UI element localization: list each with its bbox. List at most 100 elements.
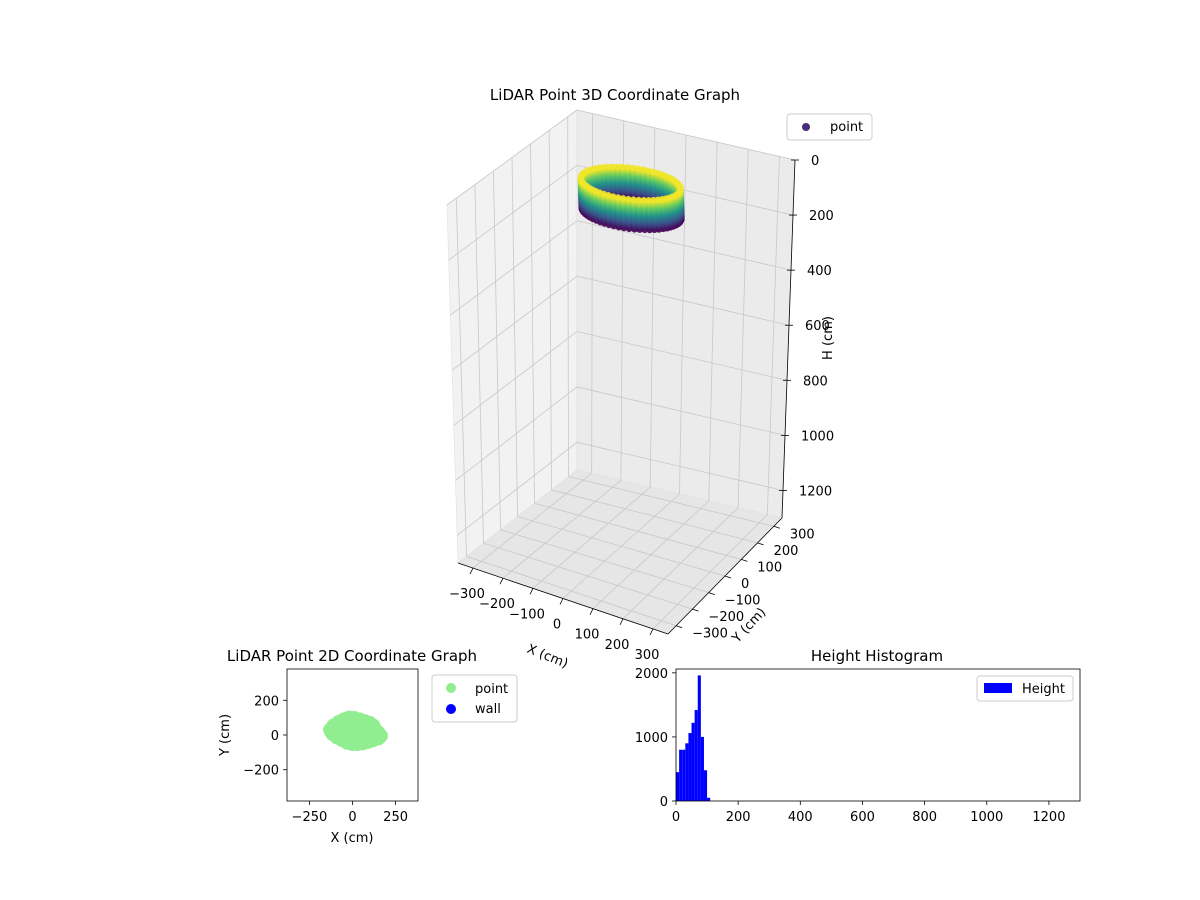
chart-3d: LiDAR Point 3D Coordinate Graph 0 200 400 6… [446,86,873,672]
y-tick-mark [708,592,715,595]
y-tick-label: −300 [692,627,728,642]
y-tick-mark [757,542,764,546]
y-tick-label: 300 [790,527,815,542]
legend-2d-marker-point [446,683,456,693]
x-tick-mark [469,567,474,575]
scatter-2d [323,710,388,752]
x-tick-label: −200 [479,597,515,612]
cloud-point [635,165,642,172]
legend-2d-label-point: point [475,682,508,697]
y-tick-label: −200 [708,610,744,625]
x-tick-mark [529,588,534,595]
chart-2d: LiDAR Point 2D Coordinate Graph −250 0 250… [218,647,518,846]
x-tick-label-hist: 1000 [970,810,1003,825]
cloud-point [624,164,631,171]
grid-line-y-left [511,157,518,517]
x-tick-label: 0 [553,618,561,633]
grid-line-z-left [453,331,578,426]
x-tick-mark [589,608,594,615]
z-axis-label-3d: H (cm) [821,316,836,360]
histogram-bar [691,722,695,801]
grid-line-z-back [576,109,796,161]
grid-line-z-left [448,165,578,261]
y-tick-mark [741,559,748,562]
grid-line-x-floor [592,500,710,609]
cloud-point [629,164,637,172]
x-tick-mark [619,618,624,625]
grid-line-y-floor [517,516,726,577]
histogram-bar [676,772,680,801]
grid-line-x-back [766,156,780,515]
x-tick-label-hist: 800 [912,810,937,825]
cloud-point [630,196,637,203]
grid-line-y-left [548,130,552,490]
x-tick-label: 100 [575,628,600,643]
histogram-bar [685,743,689,801]
histogram-bar [679,749,683,801]
grid-line-z-back [576,331,788,381]
y-tick-label-hist: 1000 [635,731,668,746]
legend-2d: point wall [431,674,518,723]
grid-line-y-floor [551,489,758,544]
axes-3d: 020040060080010001200−300−200−1000100200… [449,154,834,663]
y-tick-mark [676,625,683,629]
z-axis-line-3d [781,159,796,519]
x-tick-label-hist: 1200 [1032,810,1065,825]
grid-line-y-floor [568,476,774,527]
histogram-title: Height Histogram [811,647,943,665]
histogram-bar [694,710,698,801]
grid-line-y-left [567,116,569,477]
ticks-histogram: 0 200 400 600 800 1000 1200 0 1000 2000 [635,667,1066,825]
ticks-2d: −250 0 250 200 0 −200 [243,694,408,825]
z-tick-label: 200 [809,209,834,224]
grid-line-z-left [451,275,578,371]
z-tick-label: 600 [805,319,830,334]
y-tick-label: 200 [774,544,799,559]
chart-histogram: Height Histogram 0 200 400 600 800 1000 1200 0 1… [635,647,1081,825]
x-tick-label-hist: 200 [726,810,751,825]
x-tick-label-2d: 0 [348,810,356,825]
y-tick-mark [773,525,780,529]
scatter-point [350,728,365,742]
x-tick-mark [499,578,504,585]
cloud-point [635,196,642,204]
grid-line-z-left [455,386,578,481]
grid-line-z-back [576,386,786,436]
cloud-point [609,163,616,170]
legend-2d-marker-wall [446,704,456,714]
histogram-bar [707,797,711,801]
point-cloud-3d [577,163,685,234]
chart-3d-title: LiDAR Point 3D Coordinate Graph [490,86,740,104]
x-tick-label-2d: 250 [383,810,408,825]
histogram-bar [703,770,708,801]
grid-line-x-floor [652,514,768,630]
grid-line-z-back [576,275,790,326]
histogram-bar [688,733,692,801]
x-tick-label: −300 [449,587,485,602]
legend-3d-label: point [830,120,863,135]
cloud-point [640,197,647,204]
legend-3d-marker [802,123,810,131]
z-tick-label: 1200 [799,484,832,499]
y-tick-label: −100 [725,594,761,609]
grid-line-y-left [474,184,484,544]
y-tick-mark [692,608,699,612]
cloud-point [645,197,652,204]
x-tick-mark [559,598,564,605]
cloud-point [605,192,612,199]
y-tick-label-hist: 2000 [635,667,668,682]
chart-2d-title: LiDAR Point 2D Coordinate Graph [227,647,477,665]
grid-line-z-back [576,441,784,491]
y-tick-label: 0 [741,577,749,592]
z-tick-label: 0 [811,154,819,169]
scatter-point [355,717,370,732]
grid-line-y-floor [534,502,742,560]
z-tick-label: 400 [807,264,832,279]
cloud-point [614,194,622,201]
x-tick-label-hist: 600 [850,810,875,825]
cloud-point [672,192,679,199]
cloud-point [609,193,617,200]
grid-line-x-back [708,142,718,501]
z-tick-label: 1000 [801,429,834,444]
